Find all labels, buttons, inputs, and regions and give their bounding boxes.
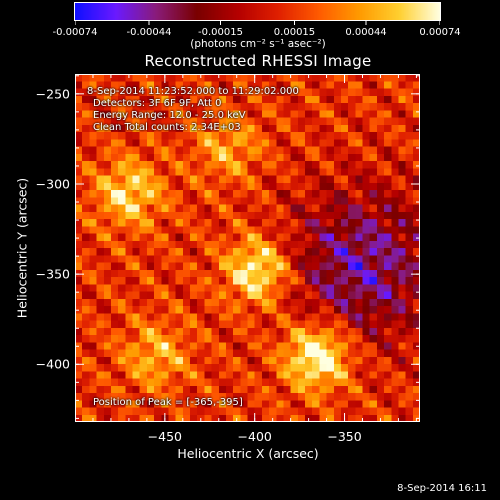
plot-area: 8-Sep-2014 11:23:52.000 to 11:29:02.000 … <box>75 74 420 422</box>
heatmap-image <box>75 74 420 422</box>
chart-title: Reconstructed RHESSI Image <box>144 52 372 70</box>
colorbar-tick-label: -0.00074 <box>52 27 98 38</box>
colorbar-units: (photons cm⁻² s⁻¹ asec⁻²) <box>190 38 326 50</box>
annotation-energy-range: Energy Range: 12.0 - 25.0 keV <box>93 110 246 121</box>
colorbar-ticks <box>75 20 440 25</box>
footer-timestamp: 8-Sep-2014 16:11 <box>397 483 487 494</box>
colorbar-tick-label: -0.00015 <box>198 27 243 38</box>
colorbar-tick-label: 0.00044 <box>345 27 387 38</box>
x-tick-label: −450 <box>147 429 183 444</box>
plot-frame <box>75 74 420 422</box>
y-tick-label: −350 <box>35 266 70 282</box>
colorbar-tick-label: 0.00015 <box>273 27 316 38</box>
x-tick-label: −400 <box>237 429 272 444</box>
y-axis-label: Heliocentric Y (arcsec) <box>14 177 30 319</box>
y-tick-label: −250 <box>35 86 70 102</box>
annotation-clean-counts: Clean Total counts: 2.34E+03 <box>93 122 241 133</box>
annotation-peak-position: Position of Peak = [-365,-395] <box>93 397 243 408</box>
colorbar-tick-label: 0.00074 <box>419 27 461 38</box>
colorbar-tick-label: -0.00044 <box>126 27 172 38</box>
y-tick-label: −400 <box>35 356 70 372</box>
x-tick-label: −350 <box>327 429 362 444</box>
x-axis-label: Heliocentric X (arcsec) <box>177 446 319 461</box>
annotation-detectors: Detectors: 3F 6F 9F, Att 0 <box>93 98 222 109</box>
y-tick-label: −300 <box>35 176 70 192</box>
plot-border <box>75 74 420 422</box>
colorbar <box>74 2 441 21</box>
annotation-time-range: 8-Sep-2014 11:23:52.000 to 11:29:02.000 <box>87 86 299 97</box>
